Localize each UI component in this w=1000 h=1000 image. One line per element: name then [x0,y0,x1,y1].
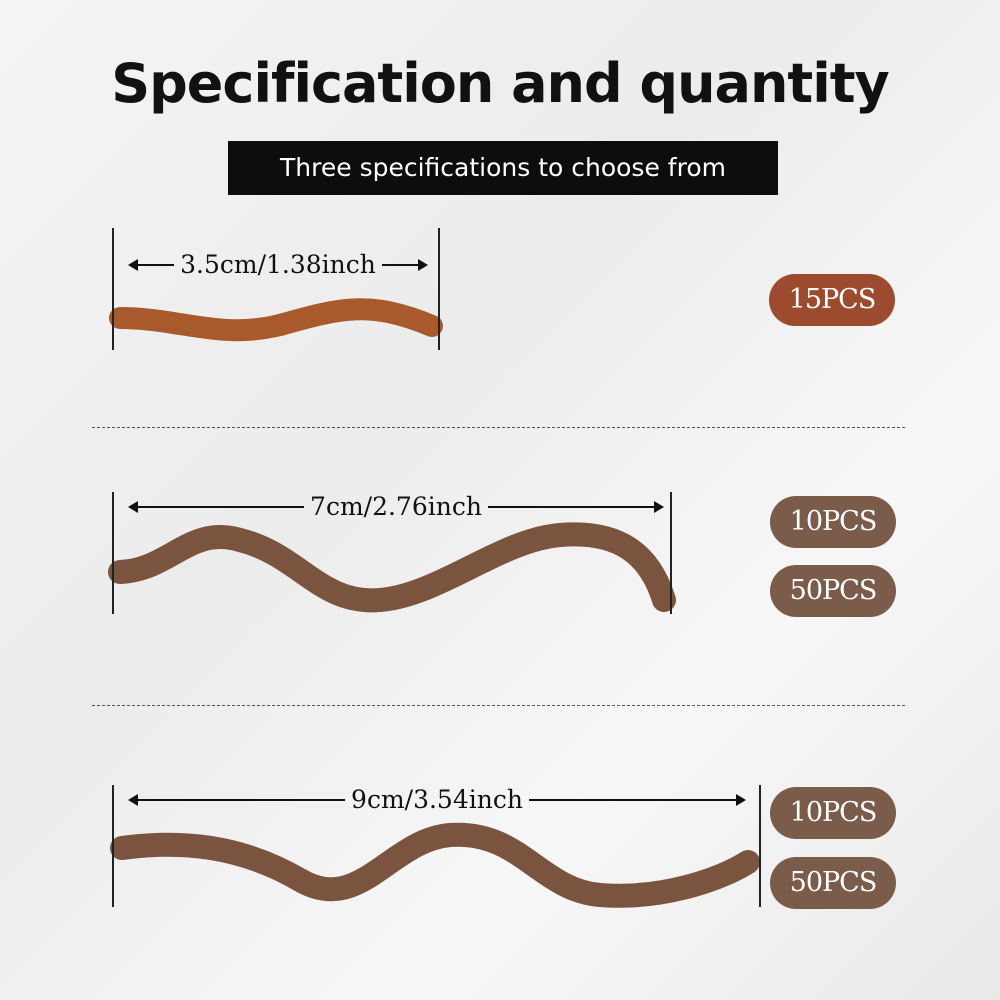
measure-line-left [112,785,114,907]
quantity-badge-10[interactable]: 10PCS [770,787,896,839]
dimension-large: 9cm/3.54inch [127,785,747,814]
measure-line-left [112,492,114,614]
subtitle-banner: Three specifications to choose from [228,141,778,195]
measure-line-right [670,492,672,614]
dimension-medium: 7cm/2.76inch [127,492,665,521]
quantity-badge-50[interactable]: 50PCS [770,857,896,909]
worm-small [109,298,443,342]
quantity-badge-10[interactable]: 10PCS [770,496,896,548]
divider [92,427,905,428]
page-title: Specification and quantity [111,52,889,115]
dimension-small: 3.5cm/1.38inch [127,250,429,279]
quantity-badge-15[interactable]: 15PCS [769,274,895,326]
size-label: 7cm/2.76inch [310,492,482,521]
divider [92,705,905,706]
measure-line-left [112,228,114,350]
quantity-badge-50[interactable]: 50PCS [770,565,896,617]
measure-line-right [759,785,761,907]
worm-medium [108,522,676,613]
measure-line-right [438,228,440,350]
size-label: 3.5cm/1.38inch [180,250,376,279]
size-label: 9cm/3.54inch [351,785,523,814]
worm-large [110,822,760,908]
